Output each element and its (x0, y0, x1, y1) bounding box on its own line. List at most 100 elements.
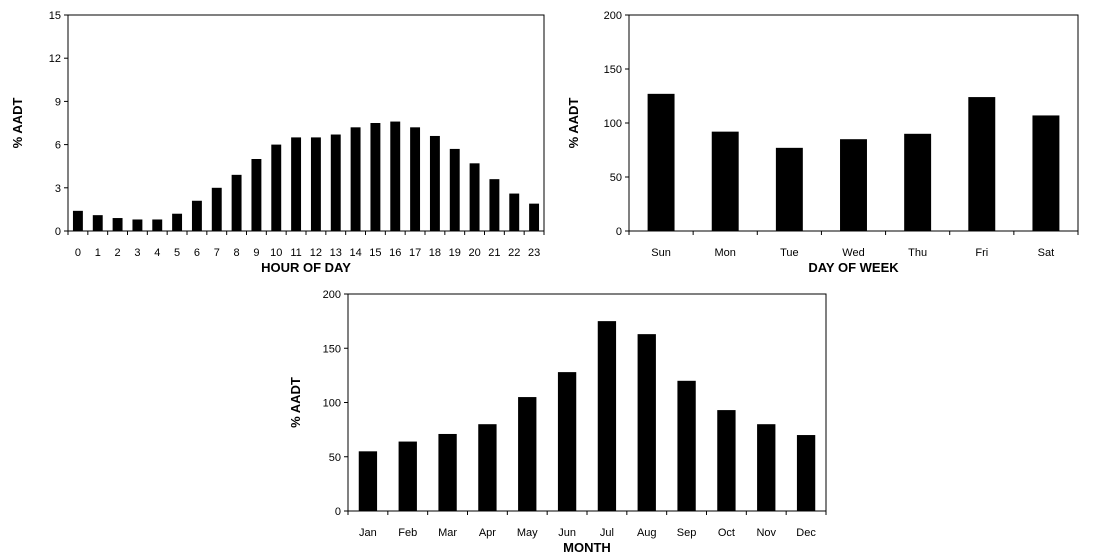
x-tick-label: 20 (468, 247, 480, 259)
y-tick-label: 50 (610, 172, 622, 184)
bar (330, 134, 341, 231)
x-tick-label: 15 (369, 247, 381, 259)
bar (529, 203, 540, 231)
bar (132, 219, 143, 231)
x-axis-label: HOUR OF DAY (261, 260, 351, 275)
x-tick-label: Sat (1038, 247, 1055, 259)
x-tick-label: 23 (528, 247, 540, 259)
y-tick-label: 150 (323, 343, 341, 355)
x-tick-label: 5 (174, 247, 180, 259)
x-tick-label: Jun (558, 527, 576, 539)
y-tick-label: 9 (55, 96, 61, 108)
bar (410, 127, 421, 231)
x-tick-label: 6 (194, 247, 200, 259)
y-tick-label: 200 (604, 10, 622, 22)
x-tick-label: 11 (290, 247, 301, 259)
y-tick-label: 6 (55, 140, 61, 152)
y-tick-label: 3 (55, 183, 61, 195)
x-tick-label: Jul (600, 527, 614, 539)
x-tick-label: Fri (975, 247, 988, 259)
bar (191, 200, 202, 231)
x-tick-label: Sun (651, 247, 671, 259)
bar (251, 159, 262, 231)
bar (478, 424, 497, 511)
bar (370, 123, 381, 231)
bar (717, 410, 736, 511)
y-tick-label: 50 (329, 452, 341, 464)
bar (429, 135, 440, 231)
bar (518, 397, 537, 511)
x-tick-label: 2 (115, 247, 121, 259)
bar (489, 179, 500, 231)
x-tick-label: 3 (134, 247, 140, 259)
bar (92, 215, 103, 231)
bar (840, 139, 867, 231)
bar (350, 127, 361, 231)
bar (469, 163, 480, 231)
bar (904, 133, 932, 231)
bar (796, 435, 816, 511)
bar (509, 193, 520, 231)
y-tick-label: 150 (604, 64, 622, 76)
x-tick-label: Nov (756, 527, 776, 539)
bar (677, 380, 696, 511)
day-of-week-chart: 0 50 100 150 200 Sun Mon Tue Wed Thu Fri Sat DAY OF … (566, 10, 1079, 275)
bar (398, 441, 417, 511)
y-tick-label: 12 (49, 53, 61, 65)
x-tick-label: 13 (330, 247, 342, 259)
x-tick-label: 4 (154, 247, 160, 259)
x-tick-label: Wed (842, 247, 864, 259)
bar (152, 219, 163, 231)
y-tick-label: 0 (335, 506, 341, 518)
bar (358, 451, 378, 511)
y-tick-label: 15 (49, 10, 61, 22)
x-tick-label: 21 (488, 247, 500, 259)
x-axis-label: DAY OF WEEK (808, 260, 899, 275)
bar (438, 433, 457, 511)
y-axis-label: % AADT (566, 98, 581, 149)
x-tick-label: Oct (718, 527, 735, 539)
y-tick-label: 200 (323, 289, 341, 301)
bar (271, 144, 282, 231)
x-tick-label: 18 (429, 247, 441, 259)
x-tick-label: May (517, 527, 538, 539)
bar (597, 321, 617, 511)
x-tick-label: Apr (479, 527, 496, 539)
y-axis-label: % AADT (288, 377, 303, 428)
x-tick-label: Sep (677, 527, 697, 539)
x-tick-label: Feb (398, 527, 417, 539)
x-tick-label: 17 (409, 247, 421, 259)
x-tick-label: 1 (95, 247, 101, 259)
x-tick-label: 16 (389, 247, 401, 259)
y-axis-label: % AADT (10, 98, 25, 149)
bar (172, 213, 183, 231)
x-tick-label: 7 (214, 247, 220, 259)
x-tick-label: 19 (449, 247, 461, 259)
x-tick-label: Mar (438, 527, 457, 539)
bar (647, 93, 675, 231)
bar (1032, 115, 1060, 231)
x-tick-label: 22 (508, 247, 520, 259)
x-tick-label: 8 (234, 247, 240, 259)
bar (390, 121, 401, 231)
bar (557, 372, 577, 511)
bar (637, 334, 656, 511)
x-tick-label: Jan (359, 527, 377, 539)
bar (112, 218, 123, 231)
bar (211, 187, 222, 231)
x-axis-label: MONTH (563, 540, 611, 555)
bar (310, 137, 321, 231)
y-tick-label: 100 (323, 398, 341, 410)
y-tick-label: 100 (604, 118, 622, 130)
bar (291, 137, 302, 231)
plot-frame (347, 293, 827, 512)
x-tick-label: Dec (796, 527, 816, 539)
month-chart: 0 50 100 150 200 Jan Feb Mar Apr May Jun Jul Aug Sep O… (288, 289, 827, 555)
x-tick-label: Aug (637, 527, 657, 539)
bar (711, 131, 739, 231)
x-tick-label: 14 (349, 247, 361, 259)
x-tick-label: 12 (310, 247, 322, 259)
x-tick-label: Tue (780, 247, 799, 259)
bar (968, 97, 996, 231)
